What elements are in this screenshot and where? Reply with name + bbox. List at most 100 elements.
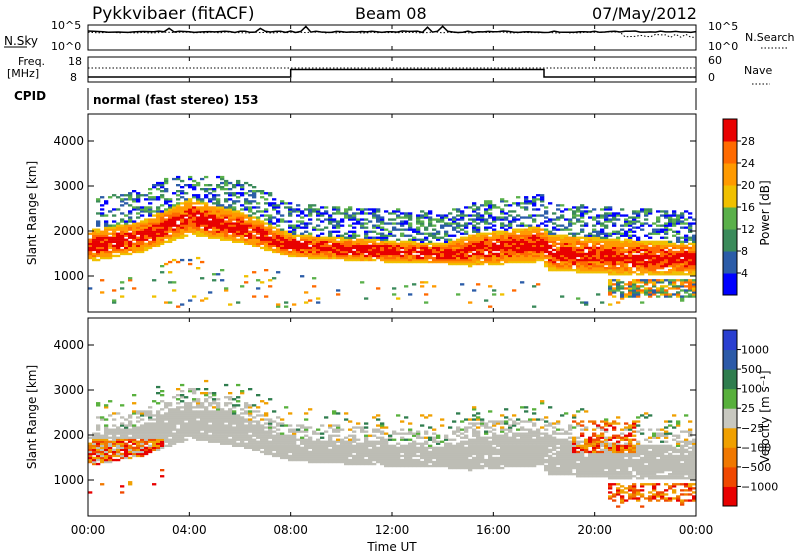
power-cell <box>156 216 161 219</box>
velocity-cell <box>404 444 409 448</box>
power-cell <box>268 230 273 233</box>
power-cell <box>532 246 537 250</box>
power-cell <box>364 208 369 211</box>
velocity-cell <box>196 398 201 401</box>
power-cell <box>556 258 561 262</box>
power-cell <box>560 260 565 264</box>
velocity-cell <box>232 432 237 435</box>
power-cell <box>692 269 697 272</box>
velocity-cell <box>372 450 377 454</box>
power-cell <box>664 252 669 256</box>
velocity-cell <box>148 410 153 413</box>
velocity-cell <box>356 458 361 462</box>
power-cell <box>404 214 409 217</box>
velocity-cell <box>288 458 293 462</box>
power-cell <box>516 228 521 231</box>
power-cell <box>692 262 697 266</box>
velocity-cell <box>248 440 253 443</box>
power-cell <box>580 265 585 268</box>
velocity-cell <box>132 430 137 433</box>
power-cell <box>204 208 209 211</box>
power-cell <box>140 242 145 246</box>
power-cell <box>496 206 501 209</box>
velocity-cell <box>136 436 141 439</box>
power-cell <box>228 234 233 237</box>
velocity-cell <box>444 448 449 452</box>
velocity-cell <box>360 454 365 458</box>
power-cell <box>288 240 293 244</box>
power-cell <box>104 214 109 217</box>
power-cell <box>376 238 381 241</box>
power-cell <box>680 299 685 302</box>
velocity-cell <box>208 392 213 395</box>
power-cell <box>416 254 421 258</box>
power-cell <box>468 214 473 217</box>
power-cell <box>464 250 469 254</box>
power-cell <box>692 289 697 292</box>
power-cell <box>348 256 353 260</box>
power-cell <box>376 250 381 254</box>
power-cell <box>276 250 281 254</box>
power-cell <box>196 200 201 203</box>
power-cell <box>636 240 641 244</box>
power-cell <box>224 228 229 231</box>
power-cell <box>572 254 577 258</box>
power-cell <box>212 190 217 193</box>
velocity-cell <box>116 440 121 443</box>
velocity-cell <box>104 448 109 452</box>
power-cell <box>152 186 157 189</box>
power-cell <box>460 246 465 250</box>
power-cell <box>644 244 649 248</box>
power-cell <box>92 248 97 252</box>
power-cell <box>392 222 397 225</box>
velocity-cell <box>172 432 177 435</box>
power-cell <box>412 256 417 260</box>
power-cell <box>112 230 117 233</box>
power-cell <box>580 246 585 250</box>
power-cell <box>176 210 181 213</box>
velocity-cell <box>348 438 353 441</box>
velocity-cell <box>308 456 313 460</box>
power-cell <box>340 234 345 237</box>
power-cell <box>156 232 161 235</box>
power-cell <box>108 244 113 248</box>
power-cell <box>640 273 645 276</box>
power-cell <box>244 200 249 203</box>
power-cell <box>204 224 209 227</box>
power-cell <box>420 216 425 219</box>
power-cell <box>112 232 117 235</box>
power-cell <box>500 246 505 250</box>
power-cell <box>104 202 109 205</box>
power-cell <box>664 285 669 288</box>
power-cell <box>664 236 669 239</box>
power-cell <box>400 246 405 250</box>
power-cell <box>96 250 101 254</box>
velocity-cell <box>276 436 281 439</box>
power-cell <box>444 252 449 256</box>
power-cell <box>268 246 273 250</box>
power-cell <box>208 192 213 195</box>
power-cell <box>688 273 693 276</box>
velocity-cell <box>268 448 273 452</box>
velocity-cell <box>324 456 329 460</box>
velocity-cell <box>196 426 201 429</box>
velocity-cell <box>220 418 225 421</box>
velocity-cell <box>428 414 433 417</box>
power-cell <box>660 293 665 296</box>
power-cell <box>260 222 265 225</box>
velocity-cell <box>244 404 249 407</box>
power-cell <box>512 232 517 235</box>
power-cell <box>468 265 473 268</box>
power-cell <box>408 248 413 252</box>
velocity-cell <box>88 448 93 452</box>
power-cell <box>216 204 221 207</box>
power-cell <box>228 198 233 201</box>
power-cell <box>392 242 397 246</box>
power-cell <box>424 260 429 264</box>
power-cell <box>396 258 401 262</box>
power-cell <box>604 262 609 266</box>
velocity-cell <box>280 432 285 435</box>
velocity-cell <box>220 424 225 427</box>
power-cell <box>208 236 213 239</box>
power-cell <box>620 250 625 254</box>
